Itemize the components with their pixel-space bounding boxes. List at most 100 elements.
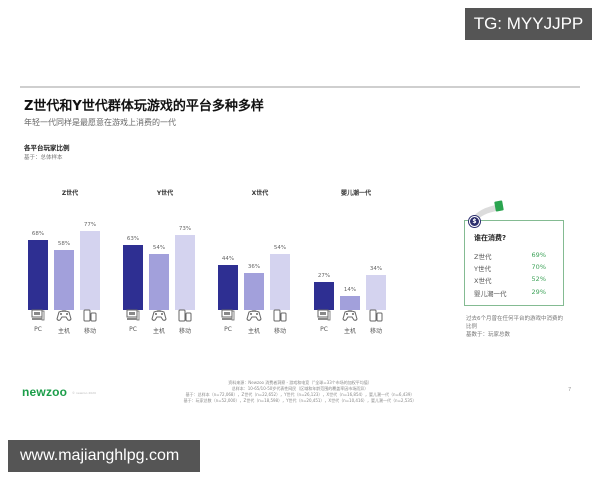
bar-pc xyxy=(218,265,238,310)
chart-title: 各平台玩家比例 xyxy=(24,144,70,152)
bar-column: 54% xyxy=(149,198,169,310)
spend-row-gen-z: Z世代 69% xyxy=(474,251,558,261)
mobile-icon xyxy=(80,308,100,322)
spend-row-value: 52% xyxy=(531,275,546,283)
spend-row-gen-x: X世代 52% xyxy=(474,275,558,285)
spend-row-label: 婴儿潮一代 xyxy=(474,290,507,298)
bar-column: 73% xyxy=(175,198,195,310)
spend-row-baby-boomers: 婴儿潮一代 29% xyxy=(474,288,558,298)
platform-label: 主机 xyxy=(152,328,165,335)
bar-column: 14% xyxy=(340,198,360,310)
platform-icons xyxy=(28,308,112,322)
bar-value-label: 54% xyxy=(273,245,287,251)
bar-value-label: 73% xyxy=(178,226,192,232)
spend-row-label: Z世代 xyxy=(474,253,492,261)
source-line: 总样本：10-65/10-50岁代表性网民（区域和年龄范围的覆盖率因市场而异） xyxy=(231,386,369,391)
logo-tagline: © newzoo 2020 xyxy=(72,391,96,395)
dollar-coin-icon: $ xyxy=(469,216,480,227)
platform-label: PC xyxy=(320,326,328,333)
source-line: 基于：总样本（n=72,068），Z世代（n=22,652），Y世代（n=26,… xyxy=(185,392,415,397)
spend-row-label: Y世代 xyxy=(474,265,491,273)
spend-row-value: 69% xyxy=(531,251,546,259)
platform-icons xyxy=(123,308,207,322)
bar-column: 58% xyxy=(54,198,74,310)
platform-label: 移动 xyxy=(369,328,382,335)
bar-pc xyxy=(28,240,48,310)
group-plot: 44% 36% 54% xyxy=(218,198,302,310)
bar-column: 68% xyxy=(28,198,48,310)
platform-labels: PC 主机 移动 xyxy=(123,326,207,336)
newzoo-logo: newzoo xyxy=(22,385,68,399)
platform-label: 主机 xyxy=(247,328,260,335)
platform-labels: PC 主机 移动 xyxy=(28,326,112,336)
chart-base-note: 基于：总体样本 xyxy=(24,155,63,161)
platform-label: 移动 xyxy=(273,328,286,335)
spend-row-value: 70% xyxy=(531,263,546,271)
group-plot: 27% 14% 34% xyxy=(314,198,398,310)
platform-label: 移动 xyxy=(178,328,191,335)
spend-note-base: 基数于：玩家总数 xyxy=(466,332,511,338)
page-number: 7 xyxy=(568,387,572,393)
bar-console xyxy=(340,296,360,310)
pc-icon xyxy=(314,308,334,322)
group-title: X世代 xyxy=(251,190,269,197)
bar-value-label: 34% xyxy=(369,266,383,272)
spend-card-note: 过去6个月曾在任何平台的游戏中消费的 比例 基数于：玩家总数 xyxy=(466,315,576,339)
spend-row-label: X世代 xyxy=(474,277,492,285)
bar-mobile xyxy=(270,254,290,310)
group-title: Y世代 xyxy=(156,190,174,197)
bar-value-label: 27% xyxy=(317,273,331,279)
gamepad-icon xyxy=(149,308,169,322)
page-title: Z世代和Y世代群体玩游戏的平台多种多样 xyxy=(24,99,264,114)
spend-card-title: 谁在消费? xyxy=(474,234,507,242)
top-divider xyxy=(20,86,580,88)
source-line: 基于：玩家总数（n=52,000），Z世代（n=18,598），Y世代（n=20… xyxy=(183,398,417,403)
bar-value-label: 77% xyxy=(83,222,97,228)
bar-value-label: 58% xyxy=(57,241,71,247)
group-gen-z: Z世代 68% 58% 77% PC 主机 移动 xyxy=(28,188,112,340)
pc-icon xyxy=(218,308,238,322)
bar-value-label: 36% xyxy=(247,264,261,270)
bar-console xyxy=(244,273,264,310)
spend-row-value: 29% xyxy=(531,288,546,296)
bar-column: 36% xyxy=(244,198,264,310)
bar-column: 77% xyxy=(80,198,100,310)
bar-console xyxy=(149,254,169,310)
platform-icons xyxy=(314,308,398,322)
platform-labels: PC 主机 移动 xyxy=(314,326,398,336)
bar-mobile xyxy=(80,231,100,310)
bar-column: 63% xyxy=(123,198,143,310)
platform-label: PC xyxy=(224,326,232,333)
group-baby-boomers: 婴儿潮一代 27% 14% 34% PC 主机 移动 xyxy=(314,188,398,340)
group-plot: 63% 54% 73% xyxy=(123,198,207,310)
group-title: 婴儿潮一代 xyxy=(340,190,371,197)
mobile-icon xyxy=(175,308,195,322)
watermark-top: TG: MYYJJPP xyxy=(465,8,592,40)
source-notes: 资料来源：Newzoo 消费者洞察 - 游戏和电竞（“全球=33个市场的加权平均… xyxy=(160,380,440,404)
bar-value-label: 14% xyxy=(343,287,357,293)
bar-console xyxy=(54,250,74,310)
spend-card: 谁在消费? Z世代 69% Y世代 70% X世代 52% 婴儿潮一代 29% xyxy=(464,220,564,306)
platform-label: PC xyxy=(129,326,137,333)
bar-column: 54% xyxy=(270,198,290,310)
bar-mobile xyxy=(366,275,386,310)
spend-row-gen-y: Y世代 70% xyxy=(474,263,558,273)
pc-icon xyxy=(123,308,143,322)
platform-icons xyxy=(218,308,302,322)
gamepad-icon xyxy=(244,308,264,322)
bar-mobile xyxy=(175,235,195,310)
group-gen-y: Y世代 63% 54% 73% PC 主机 移动 xyxy=(123,188,207,340)
bar-column: 27% xyxy=(314,198,334,310)
bar-pc xyxy=(123,245,143,310)
watermark-bottom: www.majianghlpg.com xyxy=(8,440,200,472)
mobile-icon xyxy=(366,308,386,322)
platform-labels: PC 主机 移动 xyxy=(218,326,302,336)
spend-note-line: 过去6个月曾在任何平台的游戏中消费的 xyxy=(466,316,564,322)
group-title: Z世代 xyxy=(61,190,79,197)
bar-column: 34% xyxy=(366,198,386,310)
mobile-icon xyxy=(270,308,290,322)
group-plot: 68% 58% 77% xyxy=(28,198,112,310)
bar-column: 44% xyxy=(218,198,238,310)
platform-label: 移动 xyxy=(83,328,96,335)
bar-value-label: 54% xyxy=(152,245,166,251)
